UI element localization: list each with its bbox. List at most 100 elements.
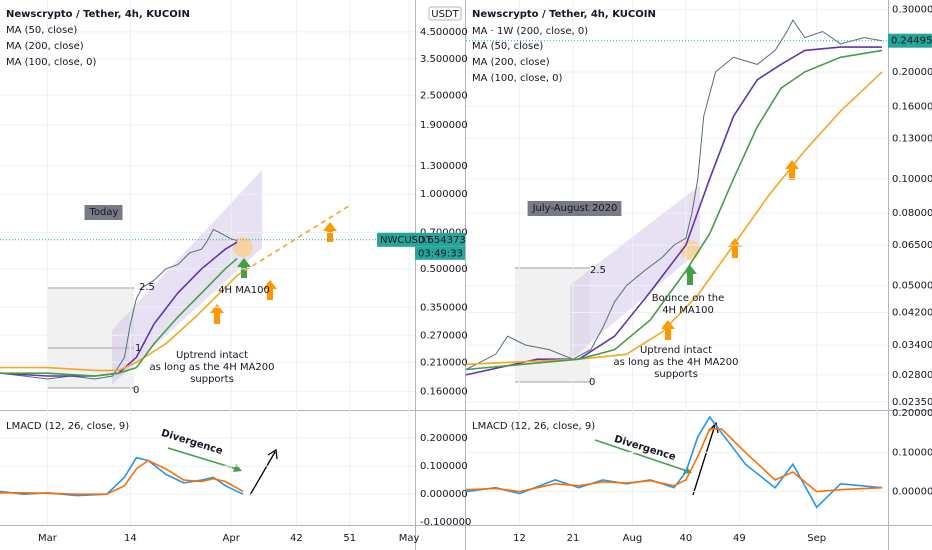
y-tick-label: 1.000000 (420, 189, 468, 200)
price-badge (415, 232, 465, 247)
legend-entry: MA (200, close) (472, 57, 550, 68)
legend-entry: MA (50, close) (472, 41, 543, 52)
annotation: 2.5 (139, 282, 155, 293)
x-tick-label: Mar (38, 533, 58, 544)
annotation: 4H MA100 (662, 305, 714, 316)
annotation: 1 (135, 343, 141, 354)
y-tick-label: 1.300000 (420, 161, 468, 172)
series-line (236, 204, 351, 277)
arrow (263, 280, 277, 300)
annotation: as long as the 4H MA200 (614, 357, 739, 368)
legend-entry: MA (100, close, 0) (6, 57, 96, 68)
legend-entry: MA (200, close) (6, 41, 84, 52)
divergence-line (594, 439, 691, 473)
annotation: Today (89, 207, 119, 218)
x-tick-label: 40 (680, 533, 693, 544)
series-line (0, 459, 244, 495)
annotation: 0 (589, 377, 595, 388)
y-tick-label: 3.500000 (420, 54, 468, 65)
annotation: Uptrend intact (640, 345, 712, 356)
symbol-label: NWCUSDT (380, 235, 433, 246)
y-tick-label: 0.100000 (892, 447, 932, 458)
channel (570, 185, 700, 360)
y-tick-label: 0.200000 (420, 433, 468, 444)
y-tick-label: 2.500000 (420, 90, 468, 101)
y-tick-label: 0.100000 (892, 174, 932, 185)
highlight (233, 237, 253, 257)
chart-title: LMACD (12, 26, close, 9) (6, 421, 129, 432)
arrow (323, 222, 337, 242)
countdown: 03:49:33 (418, 248, 463, 259)
series-line (465, 415, 883, 509)
ma-line (465, 71, 883, 366)
annotation-box (527, 201, 622, 216)
y-tick-label: 0.000000 (420, 489, 468, 500)
y-tick-label: 0.200000 (892, 67, 932, 78)
legend-entry: MA (50, close) (6, 25, 77, 36)
annotation: MA · 1W (200, close, 0) (472, 26, 588, 37)
y-tick-label: 0.300000 (892, 4, 932, 15)
x-tick-label: Aug (623, 533, 643, 544)
price-label: 0.654373 (418, 235, 466, 246)
x-tick-label: 51 (343, 533, 356, 544)
x-tick-label: Sep (807, 533, 826, 544)
currency-box (428, 6, 462, 21)
chart-title: Newscrypto / Tether, 4h, KUCOIN (472, 9, 656, 20)
chart-title: Newscrypto / Tether, 4h, KUCOIN (6, 9, 190, 20)
ma-line (465, 49, 883, 371)
y-tick-label: -0.100000 (420, 517, 471, 528)
annotation: supports (190, 374, 234, 385)
annotation: supports (654, 369, 698, 380)
ma-line (0, 241, 238, 377)
y-tick-label: 0.210000 (420, 357, 468, 368)
ma-line (0, 257, 238, 377)
y-tick-label: 1.900000 (420, 120, 468, 131)
y-tick-label: 0.160000 (892, 101, 932, 112)
series-line (0, 228, 238, 380)
annotation-box (84, 205, 123, 220)
y-tick-label: 0.000000 (892, 487, 932, 498)
price-badge (888, 33, 932, 48)
chart-title: LMACD (12, 26, close, 9) (472, 421, 595, 432)
y-tick-label: 0.160000 (420, 387, 468, 398)
x-tick-label: 49 (733, 533, 746, 544)
countdown-badge (415, 246, 465, 260)
x-tick-label: 12 (513, 533, 526, 544)
annotation: July-August 2020 (532, 203, 618, 214)
annotation: 4H MA100 (218, 285, 270, 296)
y-tick-label: 0.023500 (892, 397, 932, 408)
arrow (728, 238, 742, 258)
x-tick-label: 14 (124, 533, 137, 544)
ma-line (0, 274, 238, 372)
annotation: 0 (133, 385, 139, 396)
trend-arrow (249, 451, 276, 496)
arrow (210, 304, 224, 324)
arrow (785, 160, 799, 180)
annotation: 2.5 (590, 265, 606, 276)
annotation: Uptrend intact (176, 350, 248, 361)
x-tick-label: May (399, 533, 420, 544)
x-tick-label: 42 (290, 533, 303, 544)
trend-arrow (692, 424, 716, 496)
annotation: Bounce on the (652, 293, 725, 304)
series-line (465, 19, 883, 370)
y-tick-label: 0.270000 (420, 330, 468, 341)
legend-entry: MA (100, close, 0) (472, 73, 562, 84)
x-tick-label: 21 (567, 533, 580, 544)
y-tick-label: 0.500000 (420, 264, 468, 275)
annotation: as long as the 4H MA200 (150, 362, 275, 373)
arrow (237, 258, 251, 278)
currency-label: USDT (431, 9, 459, 20)
symbol-badge (377, 232, 415, 247)
y-tick-label: 0.200000 (892, 408, 932, 419)
price-label: 0.244959 (891, 36, 932, 47)
